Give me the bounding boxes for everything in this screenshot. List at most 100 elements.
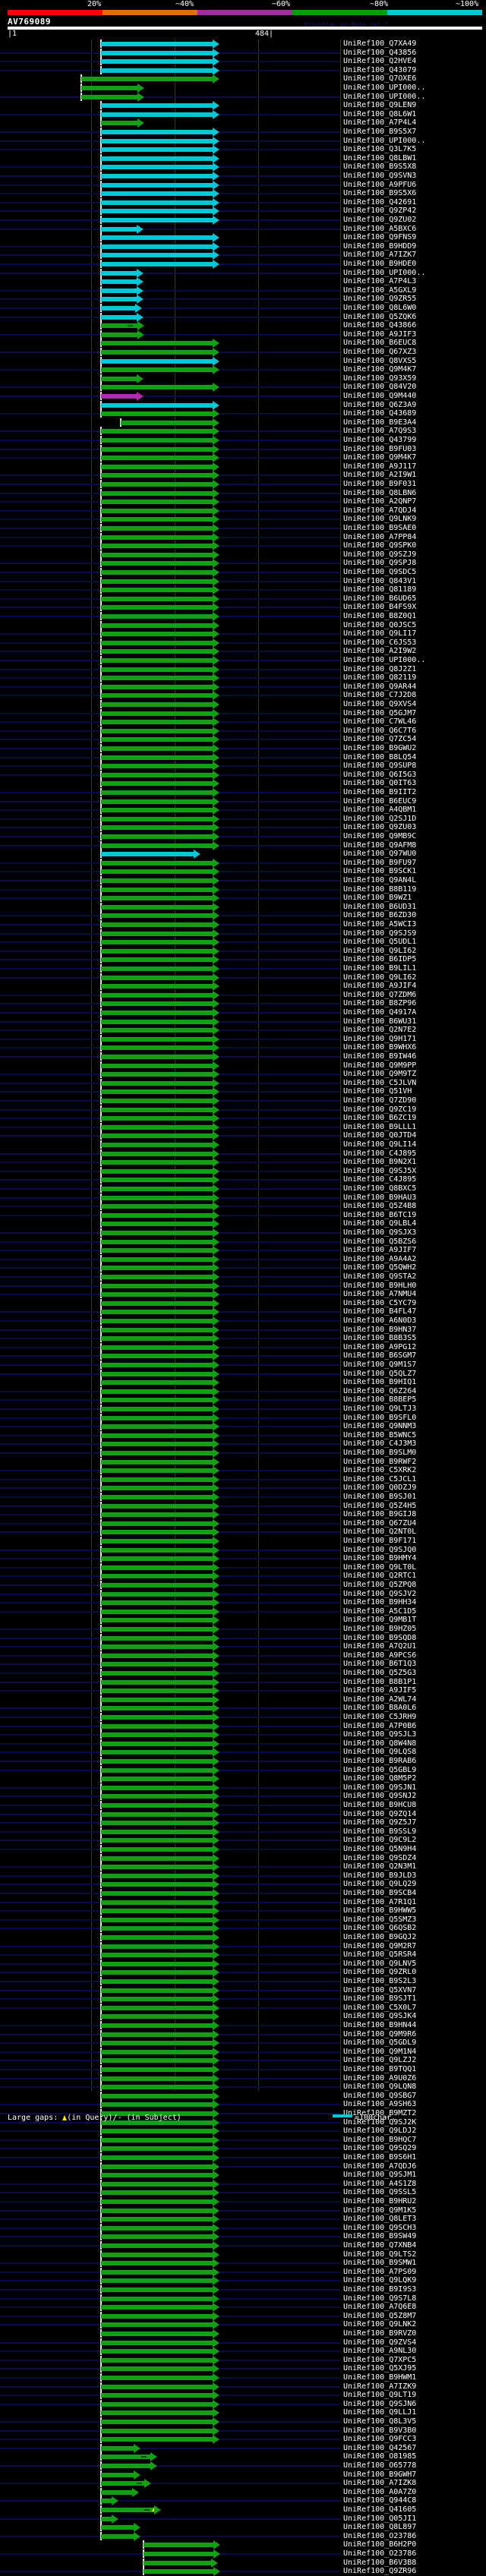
alignment-bar[interactable] xyxy=(101,270,137,276)
alignment-hit-label[interactable]: UniRef100_Q9SJM1 xyxy=(343,2171,417,2180)
alignment-row[interactable]: UniRef100_Q9LQS8 xyxy=(0,1748,486,1758)
alignment-row[interactable]: UniRef100_B9FU97 xyxy=(0,858,486,868)
alignment-hit-label[interactable]: UniRef100_B9S5X8 xyxy=(343,162,417,172)
alignment-hit-label[interactable]: UniRef100_Q9AR44 xyxy=(343,682,417,691)
alignment-row[interactable]: UniRef100_Q5GJM7 xyxy=(0,708,486,718)
alignment-row[interactable]: UniRef100_Q9SQ29 xyxy=(0,2144,486,2154)
alignment-bar[interactable] xyxy=(81,86,137,90)
alignment-hit-label[interactable]: UniRef100_Q9M1S7 xyxy=(343,1361,417,1369)
alignment-bar[interactable] xyxy=(101,1160,213,1165)
alignment-row[interactable]: UniRef100_B9SJ01 xyxy=(0,1493,486,1502)
alignment-bar[interactable] xyxy=(101,490,213,496)
alignment-bar[interactable] xyxy=(101,376,137,381)
alignment-hit-label[interactable]: UniRef100_Q8BXC5 xyxy=(343,1184,417,1193)
alignment-row[interactable]: UniRef100_A9PFU6 xyxy=(0,180,486,190)
alignment-bar[interactable] xyxy=(101,755,213,760)
alignment-row[interactable]: UniRef100_Q5RSR4 xyxy=(0,1950,486,1960)
alignment-hit-label[interactable]: UniRef100_Q9M9TZ xyxy=(343,1070,417,1079)
alignment-bar[interactable] xyxy=(101,711,213,716)
alignment-bar[interactable] xyxy=(101,1195,213,1200)
alignment-hit-label[interactable]: UniRef100_A7IZK7 xyxy=(343,251,417,260)
alignment-row[interactable]: UniRef100_B9S6H1 xyxy=(0,2153,486,2162)
alignment-hit-label[interactable]: UniRef100_A7R1Q1 xyxy=(343,1897,417,1906)
alignment-row[interactable]: UniRef100_B6T1Q3 xyxy=(0,1660,486,1670)
alignment-bar[interactable] xyxy=(101,1124,213,1130)
alignment-row[interactable]: UniRef100_Q9LTJ3 xyxy=(0,1405,486,1414)
alignment-bar[interactable] xyxy=(101,2032,213,2037)
alignment-row[interactable]: UniRef100_Q9M9PP xyxy=(0,1061,486,1070)
alignment-row[interactable]: UniRef100_B9F031 xyxy=(0,480,486,489)
alignment-row[interactable]: UniRef100_Q9SZJ9 xyxy=(0,550,486,560)
alignment-hit-label[interactable]: UniRef100_Q9SDZ4 xyxy=(343,1853,417,1862)
alignment-bar[interactable] xyxy=(101,2410,213,2416)
alignment-bar[interactable] xyxy=(101,1935,213,1940)
alignment-row[interactable]: UniRef100_B9HWM1 xyxy=(0,2373,486,2382)
alignment-row[interactable]: UniRef100_Q5QWH2 xyxy=(0,1263,486,1273)
alignment-hit-label[interactable]: UniRef100_UPI000.. xyxy=(343,84,426,92)
alignment-row[interactable]: UniRef100_A7Q6E8 xyxy=(0,2303,486,2313)
alignment-bar[interactable] xyxy=(101,667,213,672)
alignment-row[interactable]: UniRef100_B6UD31 xyxy=(0,902,486,912)
alignment-hit-label[interactable]: UniRef100_Q843V1 xyxy=(343,576,417,585)
alignment-row[interactable]: UniRef100_Q8LET3 xyxy=(0,2215,486,2224)
alignment-bar[interactable] xyxy=(101,1187,213,1191)
alignment-row[interactable]: UniRef100_Q9SNJ2 xyxy=(0,1792,486,1802)
alignment-bar[interactable] xyxy=(101,1486,213,1491)
alignment-bar[interactable] xyxy=(101,790,213,795)
alignment-hit-label[interactable]: UniRef100_Q9SNJ2 xyxy=(343,1792,417,1801)
alignment-row[interactable]: UniRef100_Q9S7L8 xyxy=(0,2294,486,2303)
alignment-row[interactable]: UniRef100_Q81189 xyxy=(0,585,486,595)
alignment-bar[interactable] xyxy=(101,2516,112,2521)
alignment-bar[interactable] xyxy=(101,2058,213,2064)
alignment-hit-label[interactable]: UniRef100_B9SMW1 xyxy=(343,2259,417,2268)
alignment-hit-label[interactable]: UniRef100_Q7ZDM6 xyxy=(343,990,417,999)
alignment-hit-label[interactable]: UniRef100_B9SJT1 xyxy=(343,1994,417,2004)
alignment-bar[interactable] xyxy=(101,174,213,178)
alignment-bar[interactable] xyxy=(101,2146,213,2152)
alignment-row[interactable]: UniRef100_Q84V20 xyxy=(0,383,486,393)
alignment-hit-label[interactable]: UniRef100_B6ZD30 xyxy=(343,911,417,920)
alignment-hit-label[interactable]: UniRef100_C5JLVN xyxy=(343,1078,417,1087)
alignment-bar[interactable] xyxy=(101,2340,213,2345)
alignment-hit-label[interactable]: UniRef100_A9SH63 xyxy=(343,2100,417,2109)
alignment-bar[interactable] xyxy=(101,1741,213,1746)
alignment-row[interactable]: UniRef100_Q82119 xyxy=(0,673,486,683)
alignment-bar[interactable] xyxy=(101,42,213,46)
alignment-hit-label[interactable]: UniRef100_C4J895 xyxy=(343,1175,417,1184)
alignment-hit-label[interactable]: UniRef100_B9HN37 xyxy=(343,1325,417,1334)
alignment-bar[interactable] xyxy=(101,1036,213,1042)
alignment-hit-label[interactable]: UniRef100_A9U0Z6 xyxy=(343,2073,417,2083)
alignment-hit-label[interactable]: UniRef100_Q9AFM8 xyxy=(343,840,417,850)
alignment-bar[interactable] xyxy=(101,50,213,55)
alignment-row[interactable]: UniRef100_Q9ZR96 xyxy=(0,2567,486,2576)
alignment-bar[interactable] xyxy=(101,2173,213,2178)
alignment-hit-label[interactable]: UniRef100_Q9S7L8 xyxy=(343,2294,417,2303)
alignment-row[interactable]: UniRef100_A7P4L3 xyxy=(0,277,486,287)
alignment-hit-label[interactable]: UniRef100_B4FL47 xyxy=(343,1307,417,1316)
alignment-bar[interactable] xyxy=(101,200,213,205)
alignment-bar[interactable] xyxy=(101,112,213,117)
alignment-bar[interactable] xyxy=(101,314,137,320)
alignment-hit-label[interactable]: UniRef100_Q7ZD90 xyxy=(343,1096,417,1105)
alignment-bar[interactable] xyxy=(101,825,213,831)
alignment-row[interactable]: UniRef100_UPI000.. xyxy=(0,136,486,146)
alignment-row[interactable]: UniRef100_C4J895 xyxy=(0,1149,486,1159)
alignment-bar[interactable] xyxy=(101,1045,213,1051)
alignment-hit-label[interactable]: UniRef100_A5C1D5 xyxy=(343,1606,417,1616)
alignment-hit-label[interactable]: UniRef100_Q5QWH2 xyxy=(343,1263,417,1272)
alignment-bar[interactable] xyxy=(101,526,213,531)
alignment-bar[interactable] xyxy=(101,2278,213,2284)
alignment-row[interactable]: UniRef100_C4J3M3 xyxy=(0,1439,486,1449)
alignment-hit-label[interactable]: UniRef100_Q8M5P2 xyxy=(343,1774,417,1783)
alignment-hit-label[interactable]: UniRef100_Q93X59 xyxy=(343,374,417,383)
alignment-bar[interactable] xyxy=(101,596,213,601)
alignment-bar[interactable] xyxy=(101,2464,150,2468)
alignment-hit-label[interactable]: UniRef100_Q5Z8M7 xyxy=(343,2311,417,2320)
alignment-row[interactable]: UniRef100_Q9LI14 xyxy=(0,1140,486,1149)
alignment-bar[interactable] xyxy=(101,121,137,126)
alignment-hit-label[interactable]: UniRef100_B6EUC9 xyxy=(343,796,417,806)
alignment-bar[interactable] xyxy=(101,191,213,197)
alignment-bar[interactable] xyxy=(101,209,213,214)
alignment-hit-label[interactable]: UniRef100_B9N2X1 xyxy=(343,1158,417,1167)
alignment-row[interactable]: UniRef100_B9S2L3 xyxy=(0,1977,486,1986)
